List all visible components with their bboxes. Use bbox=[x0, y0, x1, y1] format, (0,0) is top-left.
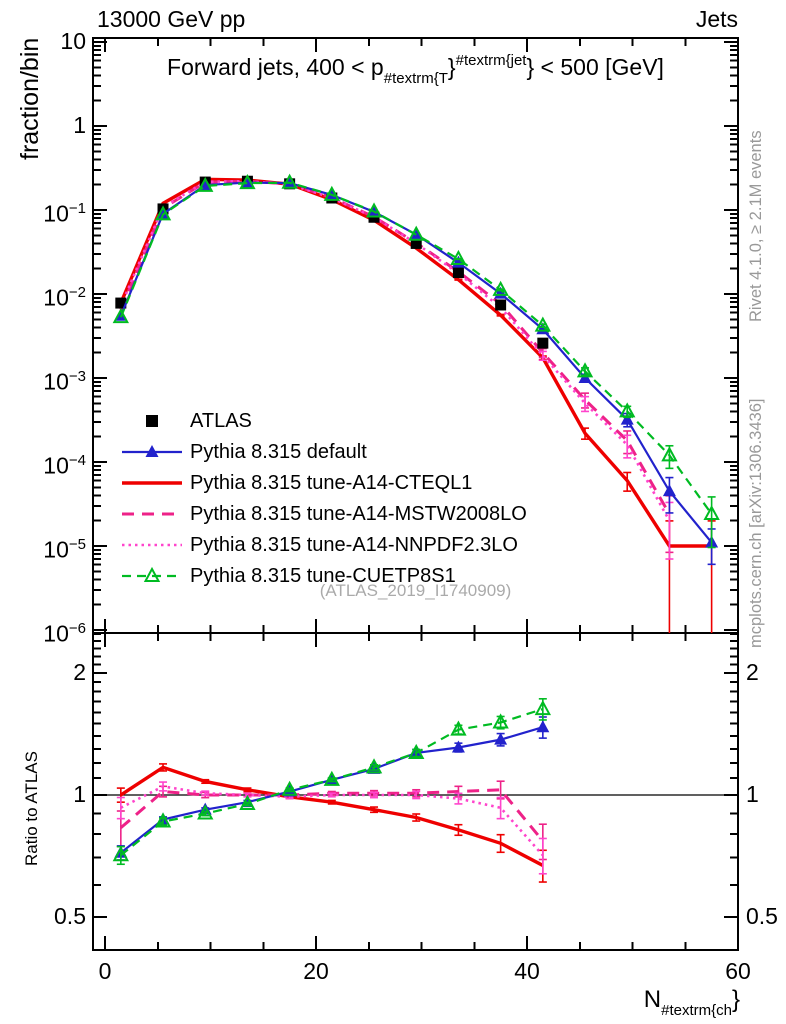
y-axis-tick-label: 10 bbox=[60, 28, 86, 54]
legend-label: Pythia 8.315 tune-A14-MSTW2008LO bbox=[190, 503, 527, 525]
plot-title-brace2: } bbox=[526, 54, 535, 80]
x-axis-title-main: N bbox=[643, 986, 662, 1013]
data-point-open-triangle bbox=[112, 846, 130, 862]
y-axis-tick-label: 10−6 bbox=[43, 620, 86, 647]
data-point-open-triangle bbox=[492, 713, 509, 729]
y-axis-tick-label: 1 bbox=[73, 112, 86, 138]
plot-title-superscript: #textrm{jet bbox=[455, 52, 527, 69]
series-main-Pythia-8-315-tune-CUETP8S1 bbox=[112, 173, 720, 549]
data-point-square bbox=[537, 337, 549, 349]
legend-label: Pythia 8.315 tune-A14-NNPDF2.3LO bbox=[190, 534, 518, 556]
data-point-open-triangle bbox=[239, 794, 256, 811]
y-axis-tick-label: 10−4 bbox=[43, 452, 86, 479]
y-axis-tick-label: 10−1 bbox=[43, 200, 86, 227]
ratio-axis-tick-label-right: 1 bbox=[746, 781, 759, 807]
beam-energy-label: 13000 GeV pp bbox=[97, 6, 246, 32]
data-point-open-triangle bbox=[408, 743, 425, 759]
legend-marker-triangle-open bbox=[122, 566, 182, 582]
legend-marker-sample bbox=[145, 445, 159, 457]
data-point-open-triangle bbox=[197, 176, 214, 192]
analysis-id-watermark: (ATLAS_2019_I1740909) bbox=[319, 581, 512, 600]
data-point-open-triangle bbox=[492, 280, 509, 296]
data-point-open-triangle bbox=[703, 504, 720, 521]
ratio-axis-tick-label: 2 bbox=[73, 659, 86, 686]
y-axis-tick-label: 10−2 bbox=[43, 284, 86, 311]
series-ratio-Pythia-8-315-tune-A14-NNPDF2-3LO bbox=[116, 781, 547, 875]
ratio-line bbox=[120, 726, 544, 854]
data-point-open-triangle bbox=[281, 780, 298, 796]
data-point-open-triangle bbox=[661, 446, 678, 462]
data-point-triangle bbox=[494, 732, 508, 745]
data-point-open-triangle bbox=[323, 770, 341, 786]
plot-title-suffix: < 500 [GeV] bbox=[534, 54, 664, 80]
analysis-topic-label: Jets bbox=[695, 6, 738, 32]
ratio-axis-tick-label-right: 0.5 bbox=[746, 902, 778, 929]
y-axis-title: fraction/bin bbox=[16, 37, 44, 160]
plot-title: Forward jets, 400 < p#textrm{T}#textrm{j… bbox=[93, 52, 738, 87]
legend-marker-line bbox=[122, 481, 182, 485]
ratio-axis-tick-label: 1 bbox=[73, 781, 86, 807]
data-point-open-triangle bbox=[365, 758, 383, 774]
plot-title-prefix: Forward jets, 400 < p bbox=[167, 54, 384, 80]
legend-label: Pythia 8.315 tune-A14-CTEQL1 bbox=[190, 472, 473, 494]
data-point-open-triangle bbox=[112, 308, 130, 324]
legend-label: Pythia 8.315 tune-CUETP8S1 bbox=[190, 565, 456, 587]
legend-marker-triangle-filled bbox=[122, 445, 182, 457]
rivet-version-note: Rivet 4.1.0, ≥ 2.1M events bbox=[747, 130, 765, 322]
data-point-triangle bbox=[451, 740, 465, 753]
data-point-square bbox=[495, 299, 507, 311]
data-point-open-triangle bbox=[576, 362, 594, 378]
legend-marker-line bbox=[122, 543, 182, 547]
legend-marker-sample bbox=[143, 566, 161, 582]
data-point-triangle bbox=[620, 412, 634, 425]
y-axis-tick-label: 10−5 bbox=[43, 536, 86, 563]
series-line bbox=[119, 179, 671, 522]
data-point-square bbox=[452, 267, 464, 279]
x-axis-title-subscript: #textrm{ch bbox=[661, 1002, 732, 1019]
x-axis-tick-label: 40 bbox=[514, 958, 540, 984]
data-point-open-triangle bbox=[281, 173, 298, 189]
data-point-open-triangle bbox=[323, 185, 341, 201]
data-point-triangle bbox=[156, 206, 170, 219]
series-ratio-Pythia-8-315-tune-CUETP8S1 bbox=[112, 698, 552, 866]
data-point-triangle bbox=[662, 484, 676, 497]
ratio-panel-frame bbox=[92, 632, 739, 951]
data-point-open-triangle bbox=[619, 402, 636, 418]
data-point-square bbox=[115, 297, 127, 309]
series-line bbox=[119, 181, 713, 515]
legend-marker-line bbox=[122, 512, 182, 516]
data-point-open-triangle bbox=[197, 804, 214, 820]
data-point-open-triangle bbox=[154, 812, 172, 828]
data-point-triangle bbox=[240, 175, 254, 188]
x-axis-tick-label: 20 bbox=[303, 958, 329, 984]
data-point-open-triangle bbox=[154, 205, 172, 221]
mcplots-arxiv-note: mcplots.cern.ch [arXiv:1306.3436] bbox=[747, 398, 765, 648]
data-point-open-triangle bbox=[365, 202, 383, 218]
x-axis-tick-label: 60 bbox=[725, 958, 751, 984]
legend-marker-square-filled bbox=[146, 415, 158, 427]
data-point-open-triangle bbox=[408, 225, 425, 241]
legend-label: ATLAS bbox=[190, 410, 252, 432]
x-axis-title: N#textrm{ch} bbox=[538, 986, 740, 1019]
data-point-open-triangle bbox=[534, 316, 552, 332]
data-point-open-triangle bbox=[450, 249, 467, 266]
data-point-open-triangle bbox=[450, 720, 467, 736]
legend-marker-sample bbox=[146, 415, 158, 427]
x-axis-title-brace: } bbox=[731, 986, 740, 1013]
ratio-axis-tick-label: 0.5 bbox=[54, 902, 86, 929]
ratio-axis-tick-label-right: 2 bbox=[746, 659, 759, 686]
data-point-open-triangle bbox=[239, 174, 256, 190]
legend-label: Pythia 8.315 default bbox=[190, 441, 367, 463]
y-axis-tick-label: 10−3 bbox=[43, 368, 86, 395]
ratio-axis-title: Ratio to ATLAS bbox=[22, 751, 41, 866]
x-axis-tick-label: 0 bbox=[98, 958, 112, 984]
plot-title-brace: } bbox=[447, 54, 456, 80]
data-point-open-triangle bbox=[534, 699, 552, 716]
axis-ticks bbox=[93, 38, 739, 950]
data-point-square bbox=[410, 237, 422, 249]
plot-title-subscript: #textrm{T bbox=[383, 70, 448, 87]
data-point-triangle bbox=[536, 720, 550, 733]
